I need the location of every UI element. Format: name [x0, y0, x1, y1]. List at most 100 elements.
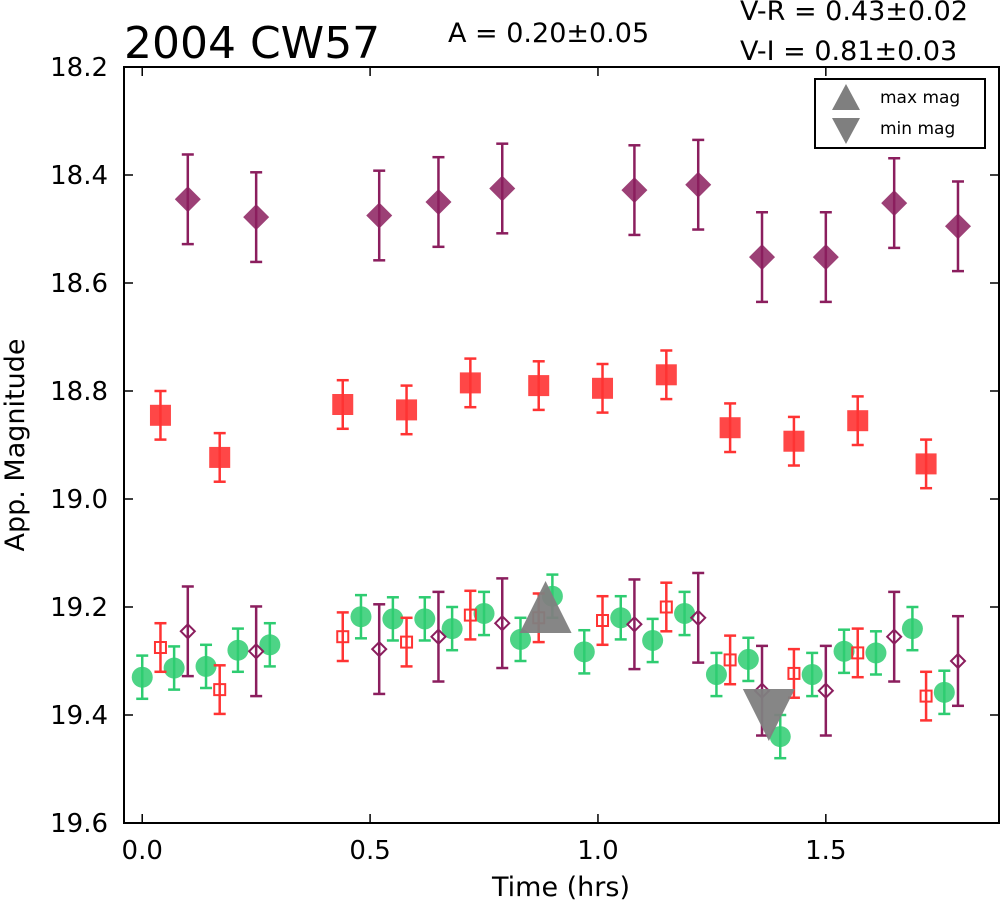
data-point-open-diamond — [626, 615, 643, 633]
series-diamond-filled — [174, 138, 971, 304]
legend-max-mag-marker — [832, 84, 860, 110]
data-point-diamond — [685, 171, 712, 198]
data-point-diamond — [489, 175, 516, 202]
data-point-open-square — [919, 689, 933, 703]
data-point-square — [783, 430, 805, 452]
y-tick-label: 19.4 — [50, 701, 108, 731]
data-point-open-square — [213, 683, 227, 697]
x-tick-label: 1.5 — [805, 836, 846, 866]
max-mag-marker — [519, 581, 572, 633]
data-point-square — [396, 399, 418, 421]
data-point-open-square — [659, 600, 673, 614]
legend-label-max-mag: max mag — [880, 88, 960, 108]
data-point-circle — [610, 607, 632, 629]
legend-min-mag-marker — [832, 118, 860, 144]
legend-label-min-mag: min mag — [880, 119, 955, 139]
data-point-circle — [473, 602, 495, 624]
data-point-circle — [642, 629, 664, 651]
data-point-open-diamond — [247, 642, 265, 660]
data-point-circle — [195, 655, 217, 677]
data-point-open-diamond — [430, 628, 447, 646]
plot-frame — [123, 66, 1000, 824]
data-point-circle — [769, 726, 791, 748]
data-point-circle — [350, 606, 372, 628]
data-point-open-square — [787, 666, 801, 680]
data-point-circle — [674, 602, 696, 624]
data-point-square — [655, 364, 677, 386]
data-point-open-diamond — [689, 609, 707, 627]
data-point-diamond — [812, 244, 839, 271]
y-tick-label: 19.6 — [50, 809, 108, 839]
data-point-square — [528, 375, 550, 397]
data-point-open-diamond — [949, 652, 967, 670]
legend: max mag min mag — [814, 78, 986, 149]
extrema-markers — [519, 581, 795, 741]
data-point-square — [847, 410, 869, 432]
data-point-square — [592, 377, 614, 399]
data-point-open-square — [851, 646, 865, 660]
data-point-diamond — [749, 244, 776, 271]
data-point-diamond — [425, 189, 452, 215]
data-point-diamond — [621, 177, 648, 204]
data-point-diamond — [881, 190, 908, 217]
data-point-square — [209, 446, 231, 468]
data-point-circle — [573, 641, 595, 663]
data-point-open-square — [596, 614, 610, 627]
data-point-circle — [414, 608, 436, 630]
y-tick-label: 18.8 — [50, 377, 108, 407]
y-tick-label: 19.0 — [50, 485, 108, 515]
y-tick-label: 18.6 — [50, 269, 108, 299]
data-layer — [131, 138, 971, 760]
data-point-circle — [901, 618, 923, 640]
data-point-circle — [509, 628, 531, 650]
data-point-circle — [705, 664, 727, 685]
data-point-circle — [382, 608, 404, 630]
y-tick-label: 18.4 — [50, 161, 108, 191]
data-point-circle — [131, 666, 153, 688]
data-point-square — [719, 417, 741, 439]
chart-title: 2004 CW57 — [124, 18, 380, 69]
data-point-circle — [801, 664, 823, 685]
data-point-open-square — [336, 630, 350, 644]
amplitude-annotation: A = 0.20±0.05 — [448, 18, 649, 49]
data-point-circle — [227, 639, 249, 661]
v-r-color-annotation: V-R = 0.43±0.02 — [740, 0, 968, 27]
data-point-square — [332, 394, 354, 415]
series-diamond-open — [179, 571, 967, 737]
data-point-open-diamond — [885, 628, 903, 646]
x-axis-label: Time (hrs) — [491, 872, 630, 903]
data-point-square — [915, 453, 937, 475]
data-point-open-diamond — [179, 622, 197, 640]
data-point-square — [149, 404, 171, 426]
data-point-open-square — [463, 608, 477, 622]
data-point-circle — [163, 657, 185, 679]
data-point-open-diamond — [493, 614, 511, 632]
series-square-filled — [149, 349, 937, 490]
data-point-diamond — [243, 204, 270, 231]
series-circle-filled — [131, 573, 955, 760]
data-point-open-diamond — [817, 682, 835, 700]
min-mag-marker — [742, 689, 795, 741]
x-tick-label: 0.0 — [122, 836, 163, 866]
data-point-square — [459, 372, 481, 394]
data-point-open-diamond — [370, 640, 388, 658]
data-point-open-square — [400, 635, 414, 649]
data-point-circle — [441, 618, 463, 640]
data-point-circle — [259, 634, 281, 656]
data-point-circle — [933, 681, 955, 703]
v-i-color-annotation: V-I = 0.81±0.03 — [740, 36, 957, 67]
data-point-open-square — [153, 641, 167, 654]
y-axis-label: App. Magnitude — [0, 339, 31, 552]
data-point-diamond — [174, 186, 201, 213]
data-point-open-square — [723, 653, 737, 667]
y-tick-label: 19.2 — [50, 593, 108, 623]
data-point-diamond — [366, 202, 393, 229]
x-tick-label: 0.5 — [349, 836, 390, 866]
data-point-circle — [737, 648, 759, 670]
x-tick-label: 1.0 — [577, 836, 618, 866]
data-point-circle — [865, 642, 887, 664]
data-point-circle — [833, 640, 855, 662]
series-square-open — [153, 581, 933, 722]
axis-ticks: 0.0 0.5 1.0 1.5 18.2 18.4 18.6 18.8 19.0 19.2 19.4… — [50, 53, 999, 866]
